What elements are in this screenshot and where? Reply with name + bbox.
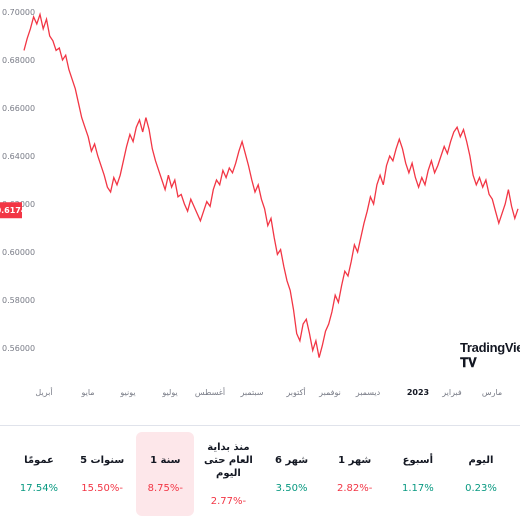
- x-tick-label: نوفمبر: [318, 388, 341, 397]
- x-tick-label: مايو: [80, 388, 94, 397]
- price-line: [23, 11, 519, 358]
- x-tick-label: فبراير: [441, 388, 462, 397]
- x-tick-label: يونيو: [119, 388, 135, 397]
- tradingview-logo: TradingView 𝐓𝐕: [460, 340, 520, 370]
- x-tick-label: ديسمبر: [355, 388, 381, 397]
- performance-period-button[interactable]: 1 شهر 2.82%-: [326, 432, 384, 516]
- price-chart[interactable]: 0.700000.680000.660000.640000.620000.600…: [0, 0, 520, 410]
- period-change-value: 2.77%-: [210, 496, 247, 507]
- performance-bar: اليوم 0.23% أسبوع 1.17% 1 شهر 2.82%- 6 شهر 3.50…: [0, 425, 520, 520]
- performance-period-button[interactable]: 6 شهر 3.50%: [263, 432, 321, 516]
- performance-period-button[interactable]: 1 سنة 8.75%-: [136, 432, 195, 516]
- x-tick-label: أغسطس: [195, 387, 225, 397]
- performance-period-button[interactable]: أسبوع 1.17%: [389, 432, 447, 516]
- period-label: منذ بداية العام حتى اليوم: [204, 442, 253, 479]
- period-label: 1 شهر: [338, 455, 372, 466]
- performance-period-button[interactable]: منذ بداية العام حتى اليوم 2.77%-: [199, 432, 257, 516]
- y-tick-label: 0.58000: [2, 296, 35, 305]
- period-label: 1 سنة: [150, 455, 181, 466]
- y-tick-label: 0.64000: [2, 152, 35, 161]
- y-axis: 0.700000.680000.660000.640000.620000.600…: [2, 8, 35, 353]
- performance-period-button[interactable]: عمومًا 17.54%: [10, 432, 68, 516]
- period-label: اليوم: [468, 455, 494, 466]
- x-tick-label: أبريل: [35, 387, 52, 397]
- y-tick-label: 0.68000: [2, 56, 35, 65]
- x-tick-label: مارس: [482, 388, 502, 397]
- x-tick-label: أكتوبر: [285, 387, 305, 397]
- last-price-badge-bg: [0, 202, 22, 219]
- x-axis: أبريل مايو يونيو يوليو أغسطس سبتمبر أكتوبر نوفم…: [35, 387, 502, 397]
- period-label: 6 شهر: [275, 455, 309, 466]
- period-change-value: 17.54%: [19, 483, 59, 494]
- tv-logo-icon: 𝐓𝐕: [460, 355, 477, 370]
- period-change-value: 1.17%: [401, 483, 434, 494]
- period-label: أسبوع: [402, 455, 434, 466]
- performance-period-button[interactable]: 5 سنوات 15.50%-: [73, 432, 131, 516]
- period-label: عمومًا: [24, 455, 54, 466]
- y-tick-label: 0.60000: [2, 248, 35, 257]
- x-tick-label: يوليو: [161, 388, 177, 397]
- period-change-value: 2.82%-: [337, 483, 373, 494]
- y-tick-label: 0.66000: [2, 104, 35, 113]
- last-price-badge: 0.6174: [0, 202, 27, 219]
- y-tick-label: 0.70000: [2, 8, 35, 17]
- period-change-value: 3.50%: [275, 483, 308, 494]
- x-tick-label: سبتمبر: [240, 388, 264, 397]
- period-change-value: 0.23%: [465, 483, 497, 494]
- period-change-value: 15.50%-: [81, 483, 124, 494]
- period-change-value: 8.75%-: [147, 483, 183, 494]
- y-tick-label: 0.56000: [2, 344, 35, 353]
- period-label: 5 سنوات: [80, 455, 125, 466]
- last-price-label: 0.6174: [0, 206, 27, 215]
- performance-period-button[interactable]: اليوم 0.23%: [452, 432, 510, 516]
- x-tick-label: 2023: [407, 388, 429, 397]
